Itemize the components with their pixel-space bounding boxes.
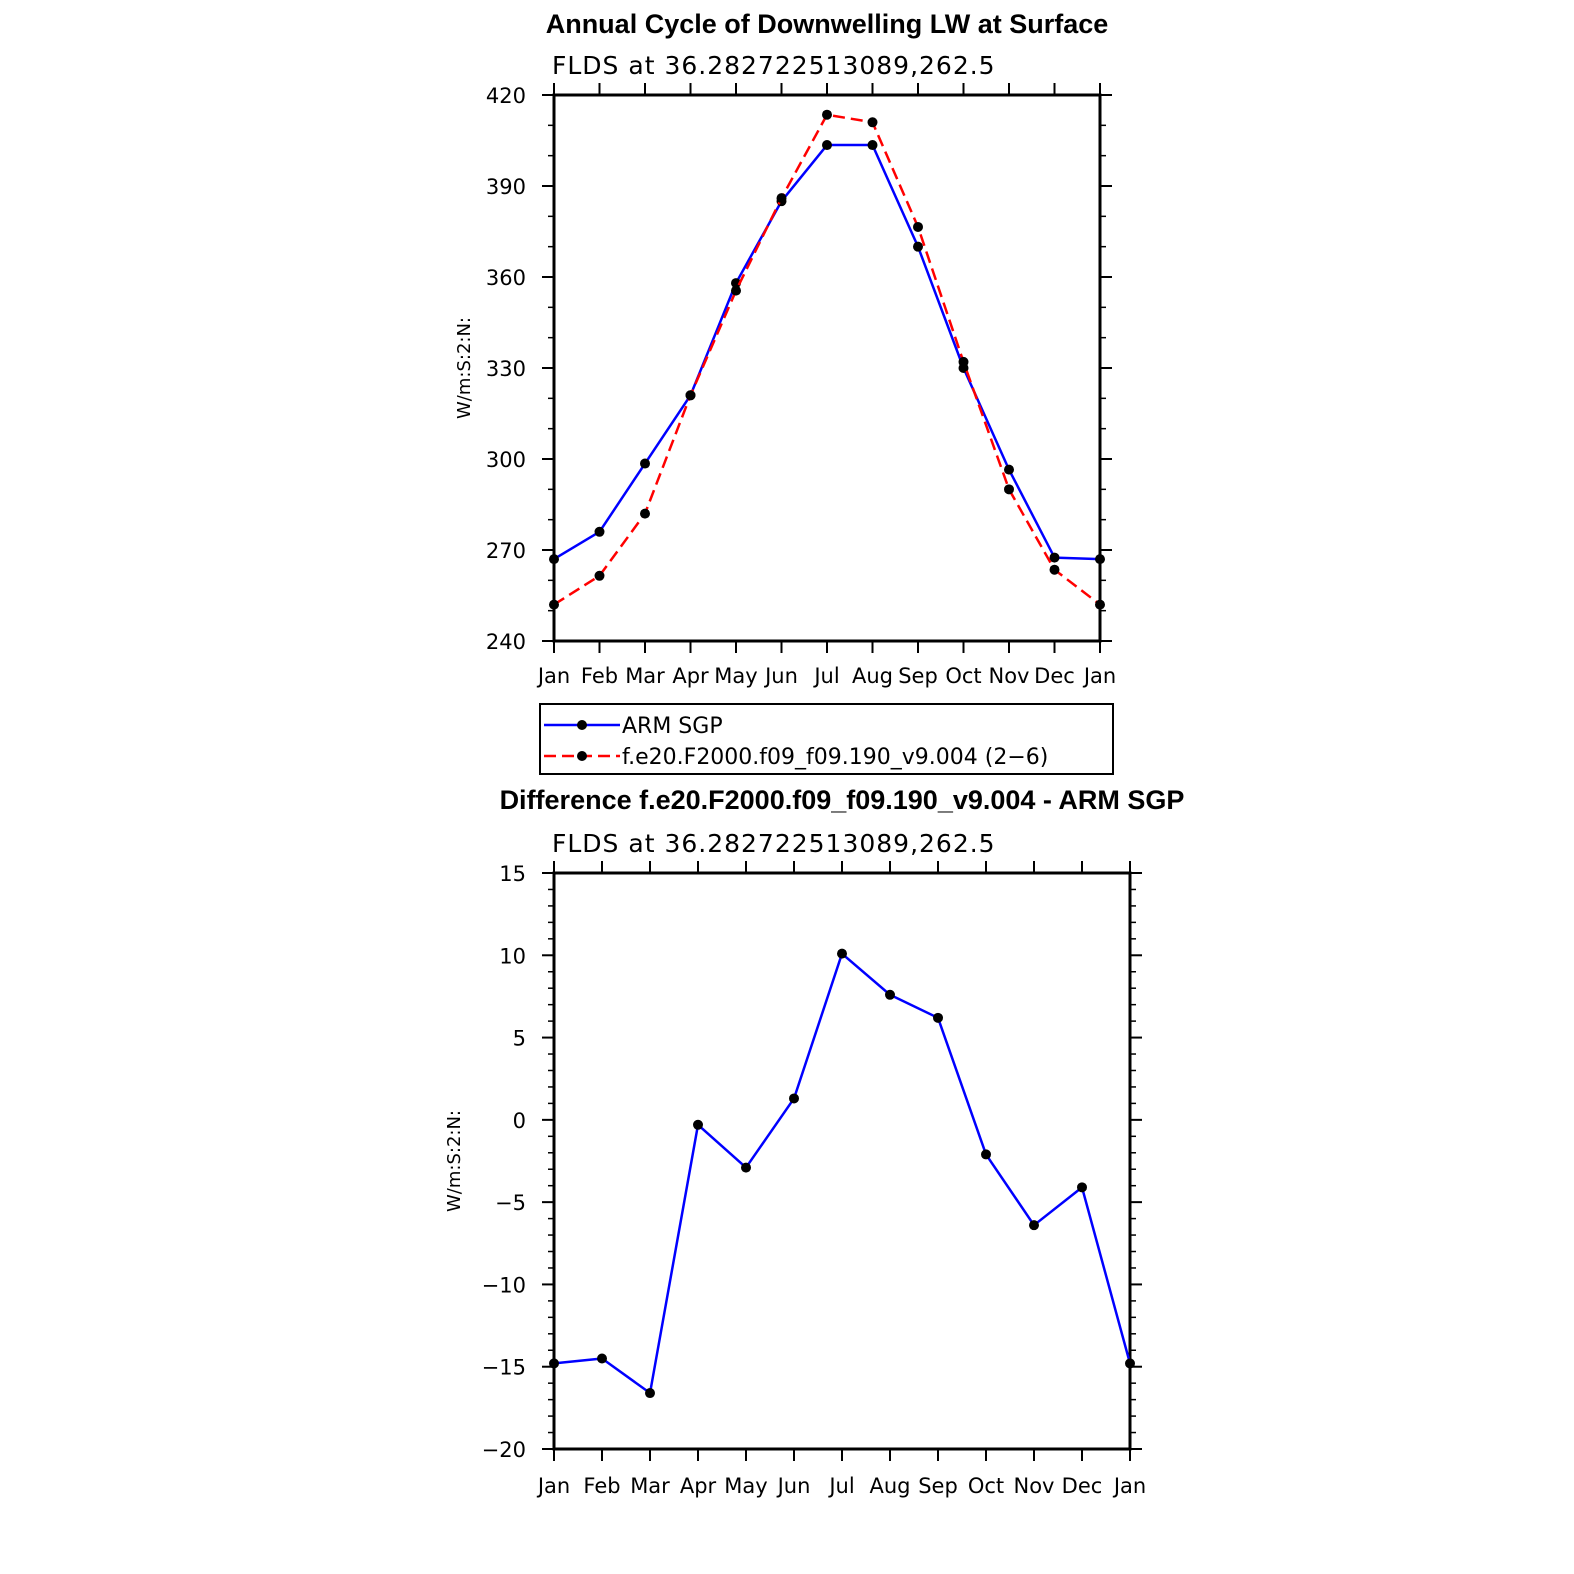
x-tick-label: May: [724, 1474, 767, 1498]
data-point-series-0: [693, 1119, 703, 1130]
data-point-series-1: [867, 117, 878, 128]
data-point-series-0: [1095, 554, 1105, 565]
data-point-series-1: [549, 599, 559, 610]
data-point-series-1: [594, 570, 605, 581]
x-tick-label: Nov: [1014, 1474, 1055, 1498]
y-tick-label: −5: [495, 1191, 526, 1215]
data-point-series-0: [549, 1358, 559, 1369]
x-tick-label: Dec: [1034, 664, 1075, 688]
plot-frame: [552, 871, 1132, 1451]
y-tick-label: 270: [486, 539, 526, 563]
y-tick-label: −10: [482, 1273, 526, 1297]
data-point-series-0: [837, 948, 847, 959]
y-tick-label: 420: [486, 84, 526, 108]
data-point-series-0: [731, 278, 741, 289]
x-tick-label: Sep: [918, 1474, 958, 1498]
data-point-series-1: [1095, 599, 1105, 610]
x-tick-label: Jul: [827, 1474, 854, 1498]
x-tick-label: Oct: [945, 664, 981, 688]
series-line-0: [553, 952, 1132, 1395]
y-axis-label: W/m:S:2:N:: [444, 1110, 465, 1212]
chart-title: Difference f.e20.F2000.f09_f09.190_v9.00…: [500, 785, 1185, 815]
data-point-series-0: [645, 1388, 655, 1399]
series-line-1: [553, 113, 1101, 606]
x-tick-label: May: [714, 664, 757, 688]
data-point-series-0: [789, 1093, 799, 1104]
y-tick-label: 5: [513, 1027, 526, 1051]
data-point-series-1: [958, 356, 969, 367]
chart-subtitle: FLDS at 36.282722513089,262.5: [552, 829, 996, 858]
legend-box: [539, 703, 1114, 775]
x-tick-label: Feb: [581, 664, 618, 688]
annual-cycle-chart: Annual Cycle of Downwelling LW at Surfac…: [454, 9, 1116, 775]
x-tick-label: Jan: [536, 664, 570, 688]
x-tick-label: Sep: [898, 664, 938, 688]
y-tick-label: −20: [482, 1438, 526, 1462]
x-tick-label: Jan: [536, 1474, 570, 1498]
data-point-series-0: [594, 526, 605, 537]
data-point-series-0: [597, 1353, 607, 1364]
x-tick-label: Apr: [680, 1474, 717, 1498]
x-tick-label: Jan: [1082, 664, 1116, 688]
x-tick-label: Jun: [763, 664, 798, 688]
x-tick-label: Mar: [625, 664, 665, 688]
y-tick-label: 15: [499, 862, 526, 886]
data-point-series-0: [1004, 464, 1014, 475]
data-point-series-0: [867, 140, 878, 151]
x-tick-label: Jun: [776, 1474, 811, 1498]
data-point-series-1: [731, 285, 741, 296]
data-point-series-0: [1077, 1182, 1087, 1193]
data-point-series-0: [885, 989, 895, 1000]
data-point-series-0: [1029, 1220, 1039, 1231]
x-tick-label: Feb: [583, 1474, 620, 1498]
y-tick-label: 10: [499, 944, 526, 968]
legend-label-1: f.e20.F2000.f09_f09.190_v9.004 (2−6): [622, 745, 1048, 770]
x-tick-label: Dec: [1062, 1474, 1103, 1498]
legend-label-0: ARM SGP: [622, 714, 723, 739]
data-point-series-1: [1004, 484, 1014, 495]
data-point-series-0: [933, 1012, 943, 1023]
data-point-series-1: [913, 221, 923, 232]
data-point-series-0: [913, 241, 923, 252]
x-tick-label: Oct: [968, 1474, 1004, 1498]
data-point-series-0: [640, 458, 650, 469]
y-axis-label: W/m:S:2:N:: [454, 317, 475, 419]
y-tick-label: 240: [486, 630, 526, 654]
data-point-series-0: [1125, 1358, 1135, 1369]
y-tick-label: −15: [482, 1356, 526, 1380]
x-tick-label: Jul: [812, 664, 839, 688]
data-point-series-0: [1049, 552, 1060, 563]
x-tick-label: Aug: [852, 664, 893, 688]
data-point-series-1: [685, 390, 696, 401]
x-tick-label: Mar: [630, 1474, 670, 1498]
data-point-series-0: [981, 1149, 991, 1160]
legend-marker-0: [577, 720, 587, 730]
data-point-series-0: [822, 140, 832, 151]
plot-frame: [552, 93, 1102, 643]
y-tick-label: 390: [486, 175, 526, 199]
difference-chart: Difference f.e20.F2000.f09_f09.190_v9.00…: [444, 785, 1184, 1498]
x-tick-label: Aug: [869, 1474, 910, 1498]
data-point-series-1: [822, 109, 832, 120]
y-tick-label: 300: [486, 448, 526, 472]
data-point-series-1: [640, 508, 650, 519]
x-tick-label: Nov: [989, 664, 1030, 688]
data-point-series-0: [741, 1162, 751, 1173]
series-line-0: [553, 143, 1101, 561]
chart-title: Annual Cycle of Downwelling LW at Surfac…: [546, 9, 1109, 39]
y-tick-label: 360: [486, 266, 526, 290]
data-point-series-1: [1049, 564, 1060, 575]
data-point-series-0: [549, 554, 559, 565]
x-tick-label: Apr: [672, 664, 709, 688]
data-point-series-1: [776, 193, 787, 204]
y-tick-label: 0: [513, 1109, 526, 1133]
x-tick-label: Jan: [1112, 1474, 1146, 1498]
legend-marker-1: [577, 751, 587, 761]
y-tick-label: 330: [486, 357, 526, 381]
chart-subtitle: FLDS at 36.282722513089,262.5: [552, 51, 996, 80]
